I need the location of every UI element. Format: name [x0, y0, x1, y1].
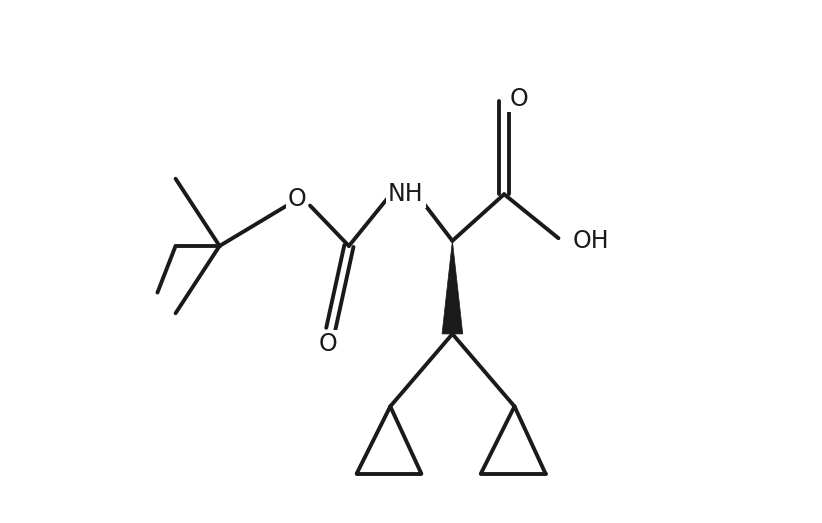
- Text: NH: NH: [388, 182, 423, 206]
- Text: O: O: [319, 332, 338, 356]
- Polygon shape: [442, 241, 463, 334]
- Text: O: O: [288, 187, 307, 211]
- Text: OH: OH: [572, 229, 609, 253]
- Text: O: O: [510, 86, 528, 110]
